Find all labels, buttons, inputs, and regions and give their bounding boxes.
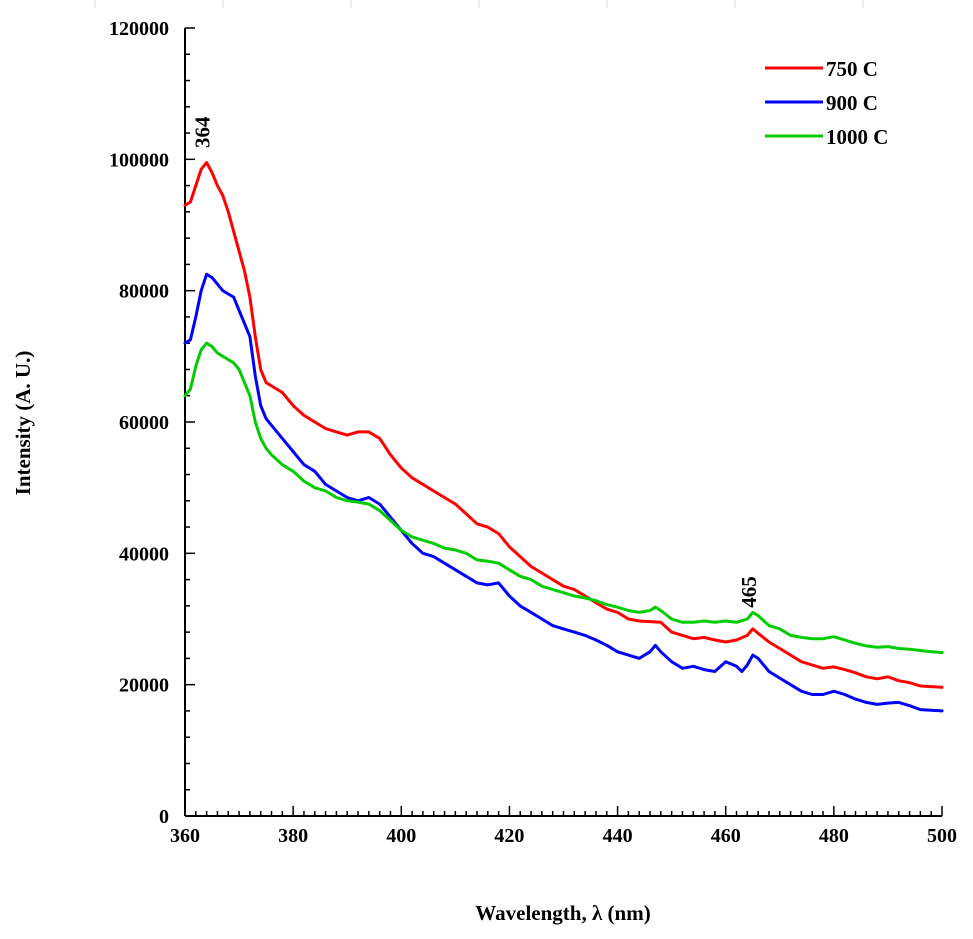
x-tick-label: 440 — [603, 825, 633, 847]
x-tick-label: 360 — [170, 825, 200, 847]
x-tick-label: 400 — [386, 825, 416, 847]
x-tick-label: 500 — [927, 825, 957, 847]
legend-label-3: 1000 C — [826, 125, 888, 149]
legend: 750 C 900 C 1000 C — [765, 57, 888, 149]
y-tick-label: 60000 — [119, 412, 169, 434]
y-tick-label: 40000 — [119, 543, 169, 565]
peak-annotation-label: 364 — [191, 116, 215, 148]
annotations: 364 465 — [191, 116, 761, 608]
series-line-1 — [183, 161, 944, 689]
peak-annotation-label: 465 — [737, 576, 761, 608]
axes: 0 20000 40000 60000 80000 100000 120000 360 380 4… — [94, 0, 957, 847]
x-tick-label: 460 — [711, 825, 741, 847]
y-tick-label: 20000 — [119, 675, 169, 697]
x-axis-title: Wavelength, λ (nm) — [475, 901, 650, 925]
x-tick-label: 480 — [819, 825, 849, 847]
y-tick-label: 100000 — [109, 149, 169, 171]
series-line-3 — [183, 341, 944, 654]
series-line-2 — [183, 272, 944, 713]
x-tick-label: 380 — [278, 825, 308, 847]
x-tick-label: 420 — [494, 825, 524, 847]
y-tick-label: 0 — [159, 806, 169, 828]
series-lines — [183, 161, 944, 713]
legend-label-2: 900 C — [826, 91, 878, 115]
legend-label-1: 750 C — [826, 57, 878, 81]
y-axis-title: Intensity (A. U.) — [11, 351, 35, 496]
y-tick-label: 80000 — [119, 281, 169, 303]
y-tick-label: 120000 — [109, 18, 169, 40]
